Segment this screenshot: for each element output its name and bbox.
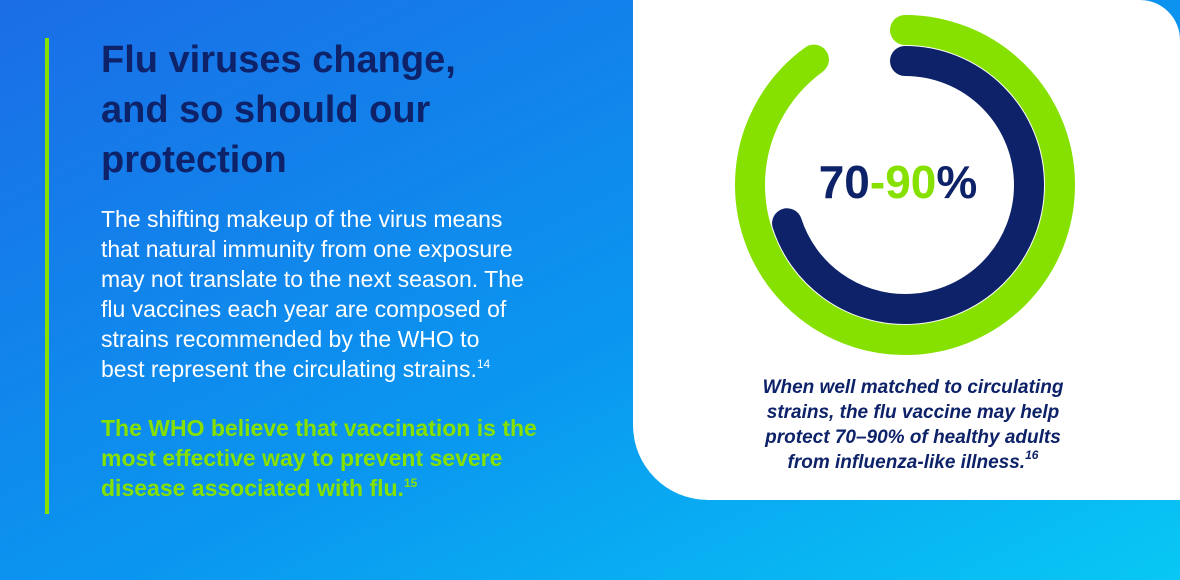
body-line: may not translate to the next season. Th… (101, 266, 524, 292)
body-line: strains recommended by the WHO to (101, 326, 479, 352)
unit: % (936, 156, 977, 208)
highlight-text: disease associated with flu. (101, 475, 404, 501)
body-text: may not translate to the next season. Th… (101, 266, 524, 292)
caption-line: protect 70–90% of healthy adults (764, 427, 1061, 448)
heading-line: protection (101, 139, 287, 181)
caption-line: When well matched to circulating (763, 377, 1064, 398)
caption-line: strains, the flu vaccine may help (767, 402, 1060, 423)
reference: 15 (404, 476, 418, 490)
heading-text: Flu viruses change, (101, 39, 456, 81)
body-line: that natural immunity from one exposure (101, 236, 513, 262)
caption-text: from influenza-like illness. (788, 452, 1026, 473)
body-line: best represent the circulating strains.1… (101, 356, 491, 382)
center-label: 70-90% (819, 156, 978, 208)
body-line: flu vaccines each year are composed of (101, 296, 507, 322)
low-value: 70 (819, 156, 870, 208)
highlight-line: The WHO believe that vaccination is the (101, 415, 537, 441)
ring (735, 15, 1075, 355)
body-text: flu vaccines each year are composed of (101, 296, 507, 322)
reference: 16 (1025, 448, 1039, 462)
reference: 14 (477, 357, 491, 371)
caption-line: from influenza-like illness.16 (788, 448, 1039, 473)
highlight-line: disease associated with flu.15 (101, 475, 418, 501)
caption-text: strains, the flu vaccine may help (767, 402, 1060, 423)
caption-text: When well matched to circulating (763, 377, 1064, 398)
high-value: 90 (885, 156, 936, 208)
body-text: The shifting makeup of the virus means (101, 206, 502, 232)
heading-line: and so should our (101, 89, 431, 131)
body-text: best represent the circulating strains. (101, 356, 477, 382)
ring (766, 46, 1044, 324)
body-line: The shifting makeup of the virus means (101, 206, 502, 232)
highlight-line: most effective way to prevent severe (101, 445, 502, 471)
highlight-text: most effective way to prevent severe (101, 445, 502, 471)
heading-line: Flu viruses change, (101, 39, 456, 81)
heading-text: and so should our (101, 89, 431, 131)
highlight-text: The WHO believe that vaccination is the (101, 415, 537, 441)
caption-text: protect 70–90% of healthy adults (764, 427, 1061, 448)
heading-text: protection (101, 139, 287, 181)
accent-bar (45, 38, 49, 514)
body-text: that natural immunity from one exposure (101, 236, 513, 262)
separator: - (870, 156, 885, 208)
body-text: strains recommended by the WHO to (101, 326, 479, 352)
